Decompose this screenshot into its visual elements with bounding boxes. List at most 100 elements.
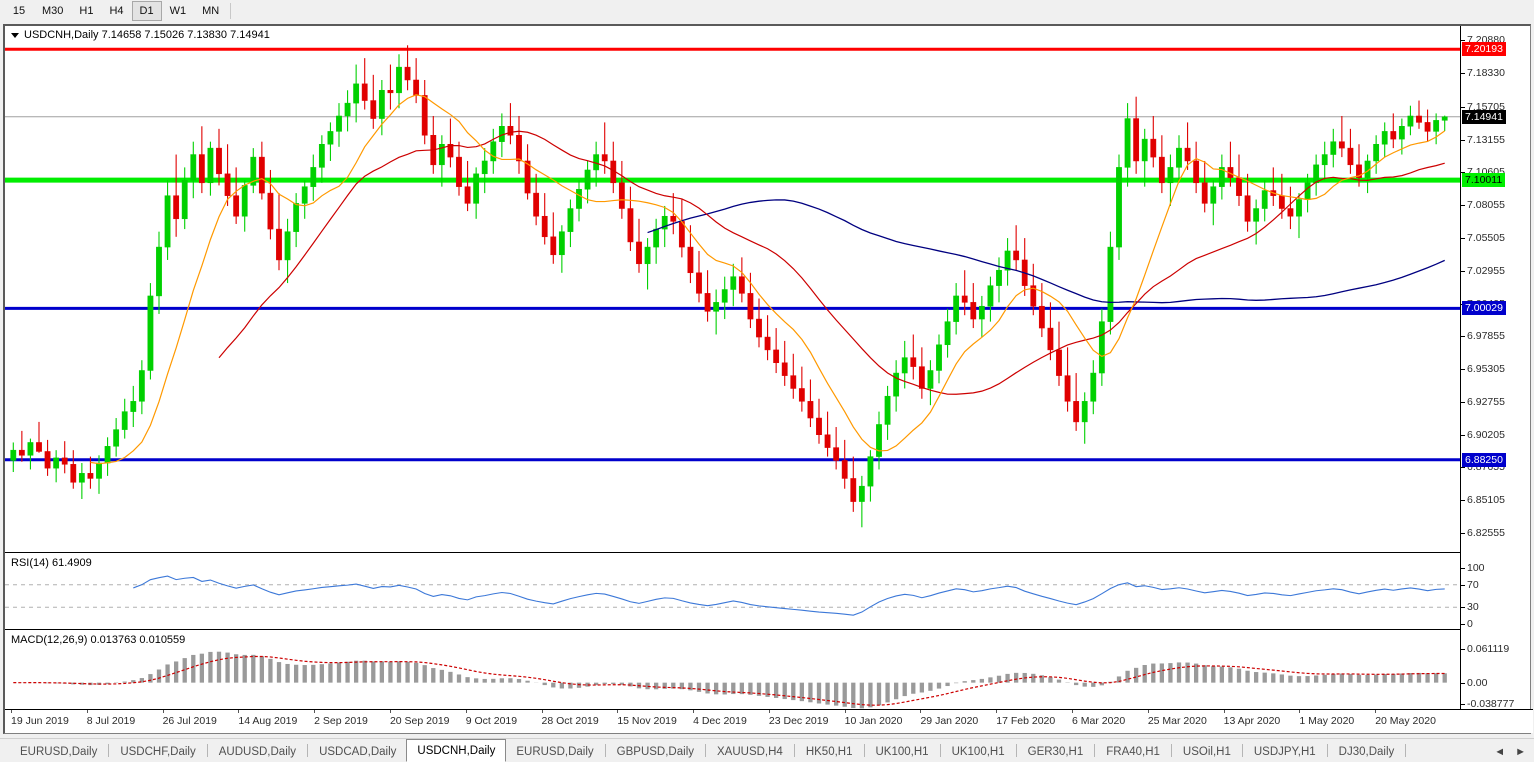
date-axis-label: 23 Dec 2019 <box>768 715 829 727</box>
date-axis-label: 19 Jun 2019 <box>11 715 69 727</box>
chart-tab-uk100-h1[interactable]: UK100,H1 <box>875 745 929 758</box>
rsi-scale-label: 100 <box>1467 562 1485 574</box>
chart-tab-bar[interactable]: EURUSD,Daily USDCHF,Daily AUDUSD,Daily USDC… <box>0 738 1534 762</box>
tab-divider <box>1170 744 1172 757</box>
rsi-scale-tick <box>1461 624 1465 625</box>
tab-divider <box>206 744 208 757</box>
price-scale-tick-label: 7.13155 <box>1467 133 1505 146</box>
timeframe-button-h1[interactable]: H1 <box>79 5 94 17</box>
timeframe-button-d1[interactable]: D1 <box>131 1 162 21</box>
price-scale-tick <box>1461 500 1465 502</box>
chevron-down-icon[interactable] <box>11 32 19 38</box>
macd-label: MACD(12,26,9) 0.013763 0.010559 <box>11 634 186 646</box>
price-scale-tick <box>1461 533 1465 534</box>
price-badge-green: 7.10011 <box>1462 173 1506 188</box>
chart-tab-usoil-h1[interactable]: USOil,H1 <box>1182 745 1231 758</box>
date-axis-tick <box>1299 710 1301 713</box>
price-scale-tick <box>1461 205 1465 207</box>
chart-tab-eurusd-daily[interactable]: EURUSD,Daily <box>516 745 594 758</box>
date-axis-tick <box>1223 710 1225 713</box>
chart-tab-usdcad-daily[interactable]: USDCAD,Daily <box>319 745 397 758</box>
rsi-scale-label: 30 <box>1467 601 1479 614</box>
price-scale-tick <box>1461 434 1465 436</box>
tab-divider <box>307 744 309 757</box>
rsi-scale-tick <box>1461 607 1465 609</box>
price-scale-tick-label: 6.85105 <box>1467 494 1505 507</box>
macd-scale-tick <box>1461 682 1465 684</box>
timeframe-button-w1[interactable]: W1 <box>169 5 187 17</box>
date-axis-tick <box>314 710 316 713</box>
timeframe-button-mn[interactable]: MN <box>202 5 220 17</box>
tab-divider <box>939 744 941 757</box>
timeframe-button-h4[interactable]: H4 <box>109 5 124 17</box>
price-scale-tick <box>1461 40 1465 42</box>
date-axis-tick <box>693 710 695 713</box>
chart-tab-hk50-h1[interactable]: HK50,H1 <box>805 745 853 758</box>
toolbar-separator <box>230 3 232 19</box>
rsi-scale-label: 0 <box>1467 618 1473 630</box>
tab-divider <box>1094 744 1096 757</box>
timeframe-toolbar: 15 M30 H1 H4 D1 W1 MN <box>0 0 1534 22</box>
scroll-left-icon[interactable]: ◄ <box>1494 746 1506 758</box>
tab-divider <box>604 744 606 757</box>
price-badge-blue: 7.00029 <box>1462 301 1506 316</box>
price-scale-tick-label: 7.08055 <box>1467 199 1505 212</box>
chart-tab-xauusd-h4[interactable]: XAUUSD,H4 <box>717 745 783 758</box>
date-axis-tick <box>86 710 88 713</box>
macd-scale-label: -0.038777 <box>1467 698 1515 710</box>
macd-scale-label: 0.061119 <box>1467 643 1510 655</box>
price-scale-tick-label: 7.05505 <box>1467 232 1505 245</box>
price-scale[interactable]: 7.208807.183307.157057.131557.106057.080… <box>1460 26 1530 710</box>
rsi-panel[interactable]: RSI(14) 61.4909 <box>5 554 1461 630</box>
price-scale-tick-label: 6.90205 <box>1467 428 1505 441</box>
chart-tab-usdjpy-h1[interactable]: USDJPY,H1 <box>1253 745 1316 758</box>
price-badge-red: 7.20193 <box>1462 42 1506 57</box>
tab-divider <box>108 744 110 757</box>
rsi-chart-svg <box>5 575 1461 616</box>
date-axis-label: 8 Jul 2019 <box>86 715 136 727</box>
price-scale-tick-label: 7.02955 <box>1467 264 1505 277</box>
date-axis-tick <box>920 710 922 713</box>
tab-scroll-controls[interactable]: ◄ ► <box>1494 747 1526 762</box>
chart-tab-eurusd-daily[interactable]: EURUSD,Daily <box>20 745 98 758</box>
timeframe-button-15[interactable]: 15 <box>12 5 26 17</box>
price-scale-tick-label: 6.92755 <box>1467 395 1505 408</box>
chart-tab-fra40-h1[interactable]: FRA40,H1 <box>1106 745 1160 758</box>
tab-divider <box>1241 744 1243 757</box>
date-axis-label: 14 Aug 2019 <box>238 715 298 727</box>
price-scale-tick <box>1461 172 1465 174</box>
date-axis-tick <box>541 710 543 713</box>
date-axis-label: 6 Mar 2020 <box>1072 715 1126 727</box>
tab-divider <box>705 744 706 757</box>
price-badge-black: 7.14941 <box>1462 109 1506 124</box>
date-axis-tick <box>844 710 846 713</box>
timeframe-button-m30[interactable]: M30 <box>42 5 64 17</box>
date-axis-tick <box>1375 710 1377 713</box>
price-scale-tick-label: 6.97855 <box>1467 330 1505 343</box>
date-axis-tick <box>617 710 619 713</box>
price-badge-blue: 6.88250 <box>1462 452 1506 467</box>
chart-tab-ger30-h1[interactable]: GER30,H1 <box>1027 745 1084 758</box>
date-axis-label: 20 May 2020 <box>1375 715 1436 727</box>
date-axis-label: 9 Oct 2019 <box>465 715 518 727</box>
rsi-scale-tick <box>1461 568 1465 569</box>
chart-tab-usdchf-daily[interactable]: USDCHF,Daily <box>120 745 196 758</box>
date-axis-tick <box>768 710 770 713</box>
date-axis: 19 Jun 2019 8 Jul 2019 26 Jul 2019 14 Aug 2… <box>5 709 1533 733</box>
price-scale-tick-label: 7.18330 <box>1467 67 1505 80</box>
scroll-right-icon[interactable]: ► <box>1515 746 1526 758</box>
date-axis-label: 26 Jul 2019 <box>162 715 217 727</box>
date-axis-tick <box>162 710 164 713</box>
chart-tab-uk100-h1[interactable]: UK100,H1 <box>951 745 1005 758</box>
date-axis-tick <box>465 710 467 713</box>
chart-canvas-window[interactable]: USDCNH,Daily 7.14658 7.15026 7.13830 7.1… <box>3 24 1533 734</box>
price-scale-tick <box>1461 401 1465 403</box>
price-scale-tick <box>1461 238 1465 240</box>
chart-tab-usdcnh-daily[interactable]: USDCNH,Daily <box>406 739 507 762</box>
rsi-scale-label: 70 <box>1467 578 1479 591</box>
price-panel[interactable]: USDCNH,Daily 7.14658 7.15026 7.13830 7.1… <box>5 26 1461 553</box>
macd-panel[interactable]: MACD(12,26,9) 0.013763 0.010559 <box>5 631 1461 710</box>
chart-tab-dj30-daily[interactable]: DJ30,Daily <box>1338 745 1395 758</box>
chart-tab-gbpusd-daily[interactable]: GBPUSD,Daily <box>616 745 694 758</box>
chart-tab-audusd-daily[interactable]: AUDUSD,Daily <box>218 745 297 758</box>
